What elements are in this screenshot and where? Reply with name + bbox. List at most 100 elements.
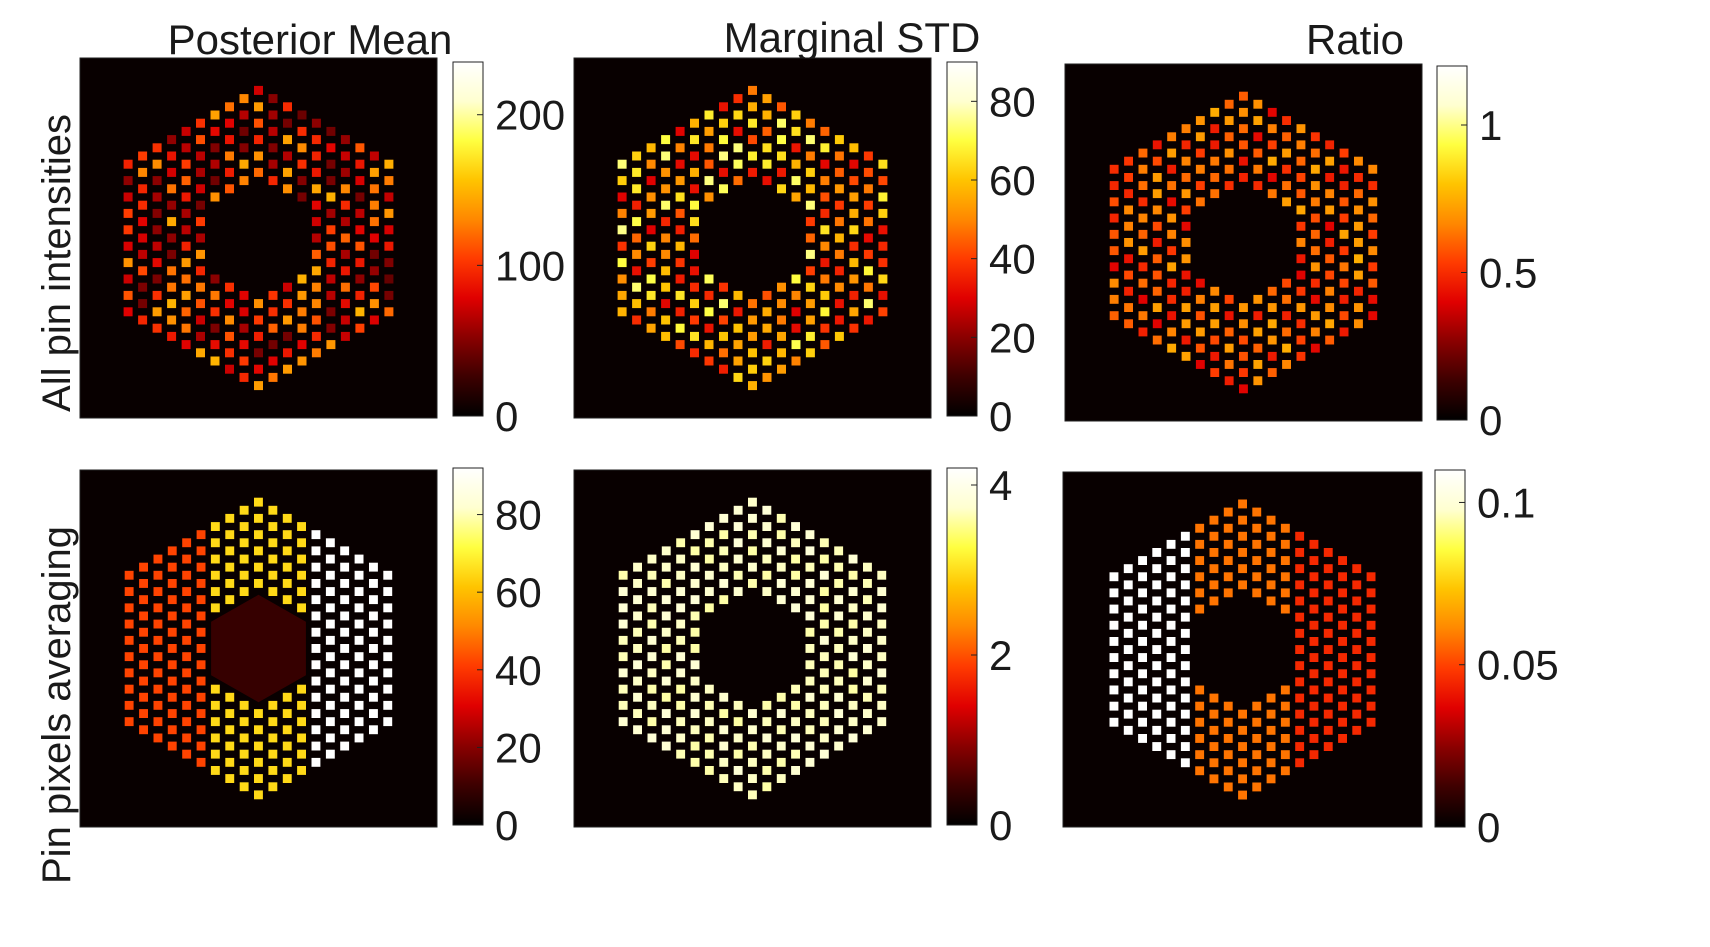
pin-cell [1195, 294, 1205, 304]
pin-cell [1167, 197, 1177, 207]
pin-cell [311, 167, 321, 177]
pin-cell [340, 660, 350, 670]
pin-cell [1295, 548, 1305, 557]
pin-cell [878, 307, 888, 317]
pin-cell [1323, 564, 1333, 574]
pin-cell [834, 676, 844, 686]
pin-cell [617, 159, 627, 169]
pin-cell [297, 570, 306, 580]
pin-cell [1266, 515, 1276, 525]
pin-cell [196, 627, 206, 637]
pin-cell [153, 717, 163, 727]
pin-cell [661, 249, 671, 259]
pin-cell [152, 143, 162, 153]
pin-cell [384, 258, 394, 268]
pin-cell [791, 159, 801, 169]
pin-cell [225, 118, 234, 128]
pin-cell [618, 570, 628, 580]
pin-cell [282, 741, 292, 751]
pin-cell [239, 749, 249, 759]
pin-cell [704, 159, 714, 169]
pin-cell [762, 570, 772, 580]
pin-cell [311, 282, 321, 292]
pin-cell [805, 709, 815, 718]
pin-cell [1195, 750, 1205, 760]
pin-cell [863, 644, 872, 653]
pin-cell [225, 530, 235, 540]
panel-2: 0 20 40 60 80 [573, 57, 1036, 440]
pin-cell [1209, 564, 1219, 574]
pin-cell [733, 587, 743, 596]
pin-cell [1138, 637, 1147, 646]
pin-cell [762, 143, 772, 153]
colorbar-tick-label: 100 [495, 242, 565, 289]
pin-cell [1253, 132, 1263, 142]
pin-cell [1310, 197, 1320, 207]
pin-cell [1253, 148, 1263, 158]
pin-cell [863, 266, 873, 276]
pin-cell [1310, 278, 1320, 288]
pin-cell [311, 200, 321, 210]
pin-cell [254, 757, 263, 767]
pin-cell [1124, 221, 1133, 231]
pin-cell [690, 282, 699, 292]
pin-cell [1138, 294, 1148, 304]
pin-cell [675, 126, 685, 136]
pin-cell [1339, 262, 1349, 272]
pin-cell [676, 603, 686, 613]
pin-cell [1109, 637, 1119, 646]
pin-cell [254, 85, 263, 95]
pin-cell [354, 652, 364, 662]
pin-cell [1296, 173, 1306, 182]
pin-cell [167, 660, 177, 670]
pin-cell [1252, 750, 1262, 760]
pin-cell [1209, 515, 1219, 525]
pin-cell [1323, 693, 1333, 703]
pin-cell [1109, 181, 1119, 190]
pin-cell [1180, 742, 1190, 751]
pin-cell [762, 307, 772, 317]
pin-cell [632, 282, 642, 292]
pin-cell [1223, 734, 1233, 743]
heatmap-axes [573, 469, 932, 828]
pin-cell [1366, 588, 1376, 598]
pin-cell [633, 627, 642, 637]
pin-cell [1252, 734, 1262, 743]
pin-cell [1167, 311, 1177, 321]
pin-cell [1152, 238, 1162, 247]
pin-cell [1138, 588, 1147, 598]
pin-cell [254, 530, 263, 540]
pin-cell [1195, 311, 1205, 321]
pin-cell [210, 110, 220, 120]
pin-cell [138, 315, 148, 325]
pin-cell [1109, 246, 1119, 256]
pin-cell [153, 570, 163, 580]
pin-cell [834, 151, 844, 161]
pin-cell [748, 790, 757, 800]
pin-cell [1224, 132, 1234, 142]
pin-cell [676, 733, 686, 743]
pin-cell [690, 627, 700, 637]
panel-3: 00.51 [1064, 63, 1537, 444]
pin-cell [297, 290, 307, 300]
pin-cell [123, 208, 133, 218]
pin-cell [239, 176, 249, 186]
pin-cell [762, 505, 772, 515]
pin-cell [848, 570, 858, 580]
pin-cell [1309, 539, 1319, 549]
pin-cell [1239, 368, 1248, 377]
pin-cell [1267, 368, 1277, 377]
pin-cell [820, 241, 830, 251]
pin-cell [719, 513, 729, 523]
pin-cell [1167, 213, 1177, 223]
pin-cell [254, 135, 263, 145]
pin-cell [690, 299, 699, 309]
pin-cell [181, 208, 191, 218]
colorbar [452, 61, 484, 417]
pin-cell [675, 307, 685, 317]
pin-cell [268, 587, 278, 596]
pin-cell [1354, 205, 1363, 215]
pin-cell [1366, 604, 1376, 614]
pin-cell [848, 733, 858, 743]
pin-cell [1210, 319, 1220, 329]
